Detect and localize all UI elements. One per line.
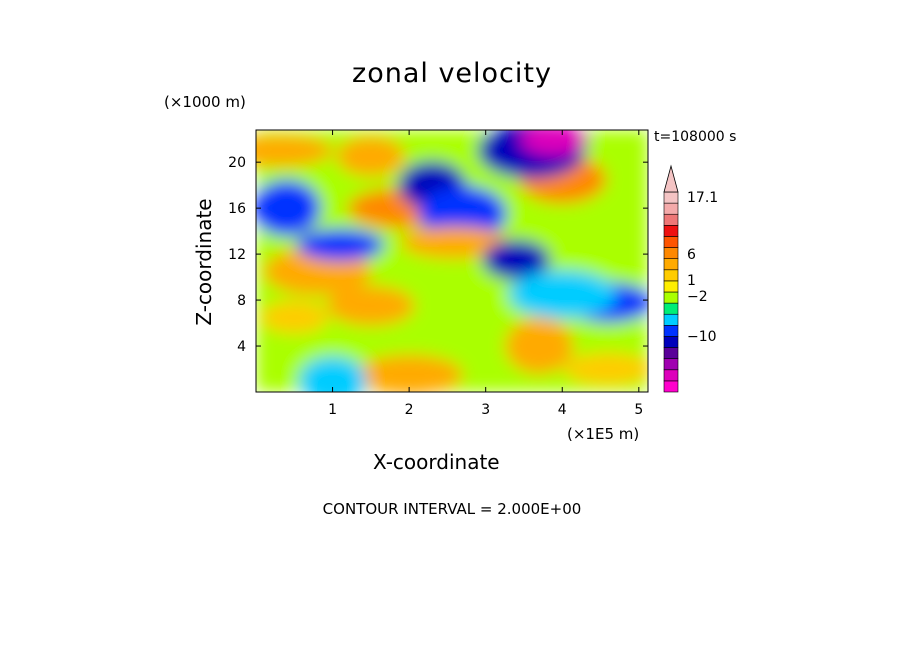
colorbar-swatch <box>663 225 679 237</box>
y-tick-label: 4 <box>237 339 246 355</box>
velocity-blob <box>298 356 367 392</box>
x-tick-label: 1 <box>328 402 337 418</box>
colorbar-swatch <box>663 369 679 382</box>
x-tick-label: 5 <box>634 402 643 418</box>
x-tick-label: 3 <box>481 402 490 418</box>
velocity-blob <box>296 228 385 261</box>
colorbar-swatch <box>663 213 679 226</box>
velocity-blob <box>564 353 648 385</box>
velocity-blob <box>326 285 415 326</box>
y-tick-label: 16 <box>228 201 246 217</box>
colorbar-swatch <box>663 358 679 371</box>
x-tick-label: 2 <box>405 402 414 418</box>
velocity-blob <box>508 270 617 319</box>
y-tick-label: 8 <box>237 293 246 309</box>
velocity-blob <box>505 318 574 374</box>
colorbar-swatch <box>663 347 679 359</box>
velocity-blob <box>401 226 510 259</box>
velocity-field <box>256 130 648 392</box>
colorbar-label: −2 <box>687 289 708 305</box>
colorbar-label: 1 <box>687 273 696 289</box>
colorbar-swatch <box>663 247 679 259</box>
colorbar-label: −10 <box>687 329 717 345</box>
x-axis-title: X-coordinate <box>373 450 500 474</box>
contour-interval-note: CONTOUR INTERVAL = 2.000E+00 <box>322 500 582 518</box>
x-axis-unit: (×1E5 m) <box>567 425 640 443</box>
colorbar-swatch <box>663 291 679 304</box>
velocity-blob <box>256 180 321 237</box>
colorbar-swatch <box>663 202 679 215</box>
colorbar-label: 6 <box>687 247 696 263</box>
velocity-blob <box>260 301 329 334</box>
plot-frame <box>255 129 649 393</box>
colorbar-swatch <box>663 313 679 326</box>
velocity-blob <box>520 130 589 156</box>
colorbar-swatch <box>663 380 679 393</box>
colorbar-swatch <box>663 236 679 248</box>
velocity-blob <box>256 134 333 167</box>
colorbar-swatch <box>663 258 679 271</box>
colorbar-swatch <box>663 302 679 315</box>
velocity-blob <box>355 354 464 392</box>
colorbar: 17.1 6 1−2 −10 <box>663 164 718 393</box>
velocity-blob <box>541 208 630 265</box>
colorbar-swatch <box>663 191 679 204</box>
colorbar-swatch <box>663 336 679 348</box>
velocity-blob <box>482 239 551 280</box>
colorbar-extension-arrow <box>663 164 679 193</box>
velocity-blob <box>336 136 405 177</box>
x-tick-label: 4 <box>558 402 567 418</box>
colorbar-swatch <box>663 280 679 293</box>
y-tick-label: 12 <box>228 247 246 263</box>
colorbar-swatch <box>663 269 679 282</box>
colorbar-swatch <box>663 325 679 337</box>
chart-title: zonal velocity <box>352 58 552 89</box>
y-axis-unit: (×1000 m) <box>164 93 246 111</box>
colorbar-label: 17.1 <box>687 190 718 206</box>
time-label: t=108000 s <box>654 129 737 145</box>
y-tick-label: 20 <box>228 155 246 171</box>
